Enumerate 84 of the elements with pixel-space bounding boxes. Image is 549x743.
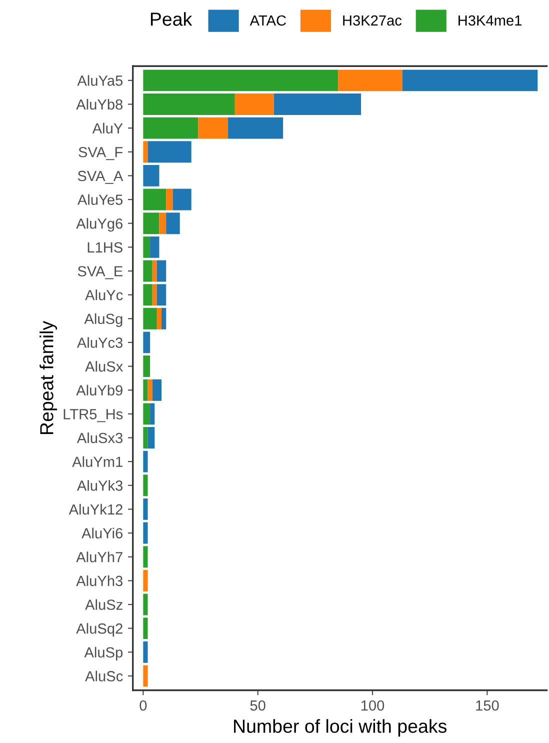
- bar: [152, 260, 157, 282]
- y-axis-title: Repeat family: [40, 320, 58, 434]
- legend-label: H3K27ac: [343, 15, 402, 26]
- bar: [143, 141, 148, 163]
- bar: [143, 70, 338, 92]
- bar: [156, 308, 162, 330]
- bar: [148, 141, 192, 163]
- bar: [143, 332, 150, 354]
- bar: [143, 236, 150, 258]
- y-tick-label: AluYh7: [76, 552, 122, 562]
- bar: [152, 379, 162, 401]
- bar: [143, 522, 148, 544]
- bar: [156, 260, 166, 282]
- bar: [143, 164, 160, 186]
- y-tick-label: AluYb8: [76, 98, 123, 110]
- y-tick-label: AluYa5: [77, 75, 123, 86]
- y-tick-label: AluYh3: [76, 575, 122, 586]
- bar: [198, 117, 228, 139]
- bar: [152, 284, 157, 306]
- y-tick-label: L1HS: [88, 242, 122, 253]
- bar: [143, 641, 148, 663]
- y-tick-label: AluYc: [85, 290, 123, 300]
- bar: [143, 212, 160, 234]
- legend-label: H3K4me1: [458, 15, 522, 26]
- bar: [143, 379, 148, 401]
- y-tick-label: AluY: [92, 122, 123, 134]
- y-tick-label: AluYc3: [76, 337, 122, 348]
- y-tick-label: AluYm1: [72, 456, 122, 467]
- bar: [148, 427, 155, 448]
- y-tick-label: AluSg: [84, 313, 122, 327]
- legend-title: Peak: [150, 12, 192, 26]
- bar: [143, 427, 148, 448]
- bar: [166, 188, 173, 210]
- bar: [172, 188, 192, 210]
- bar: [162, 308, 166, 330]
- y-tick-label: AluSc: [85, 670, 123, 682]
- bar: [143, 308, 157, 330]
- y-tick-label: AluSx: [85, 360, 123, 372]
- y-tick-label: SVA_F: [78, 146, 123, 160]
- x-tick-label: 150: [476, 700, 499, 711]
- bar: [143, 188, 166, 210]
- legend-label: ATAC: [250, 15, 286, 26]
- y-tick-label: SVA_E: [78, 266, 123, 280]
- bar: [166, 212, 180, 234]
- bar: [156, 284, 166, 306]
- y-tick-label: AluYe5: [77, 194, 123, 205]
- bar: [143, 450, 148, 472]
- bar: [159, 212, 166, 234]
- x-tick-label: 50: [250, 700, 266, 711]
- x-axis-title: Number of loci with peaks: [234, 719, 446, 737]
- bar: [143, 498, 148, 520]
- bar: [150, 403, 155, 425]
- bar: [143, 594, 148, 616]
- x-tick-label: 0: [140, 700, 147, 711]
- y-tick-label: AluYk3: [76, 480, 122, 491]
- bar: [143, 117, 198, 139]
- x-tick-label: 100: [361, 700, 384, 711]
- y-tick-label: AluSz: [85, 599, 122, 610]
- bar: [148, 379, 152, 401]
- bar: [338, 70, 402, 92]
- bar: [402, 70, 538, 92]
- bar: [143, 570, 148, 592]
- bar: [234, 94, 274, 115]
- bar: [143, 474, 148, 496]
- y-tick-label: AluSq2: [76, 623, 122, 637]
- y-tick-label: AluYk12: [68, 504, 122, 515]
- y-tick-label: SVA_A: [78, 170, 124, 184]
- y-tick-label: AluYg6: [76, 218, 122, 232]
- bar: [150, 236, 160, 258]
- y-tick-label: AluYi6: [82, 528, 122, 538]
- bar: [143, 403, 150, 425]
- bar: [143, 618, 148, 640]
- bar: [143, 546, 148, 568]
- bar: [143, 665, 148, 687]
- bar: [274, 94, 362, 115]
- bar: [228, 117, 284, 139]
- y-tick-label: AluSx3: [76, 432, 122, 444]
- bar: [143, 284, 152, 306]
- bar: [143, 260, 152, 282]
- y-tick-label: AluYb9: [76, 384, 122, 396]
- bar: [143, 94, 235, 115]
- y-tick-label: LTR5_Hs: [64, 409, 123, 422]
- bar: [143, 356, 150, 377]
- y-tick-label: AluSp: [84, 646, 123, 660]
